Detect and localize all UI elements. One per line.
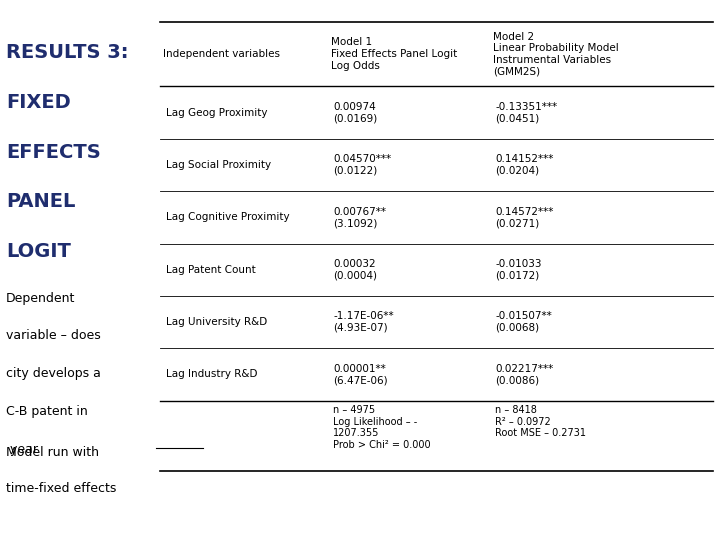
Text: Lag Patent Count: Lag Patent Count [166, 265, 256, 275]
Text: Lag Cognitive Proximity: Lag Cognitive Proximity [166, 212, 289, 222]
Text: -0.01507**
(0.0068): -0.01507** (0.0068) [495, 311, 552, 333]
Text: Lag Geog Proximity: Lag Geog Proximity [166, 107, 267, 118]
Text: city develops a: city develops a [6, 367, 101, 380]
Text: -1.17E-06**
(4.93E-07): -1.17E-06** (4.93E-07) [333, 311, 394, 333]
Text: n – 4975
Log Likelihood – -
1207.355
Prob > Chi² = 0.000: n – 4975 Log Likelihood – - 1207.355 Pro… [333, 405, 431, 450]
Text: year: year [6, 443, 37, 456]
Text: EFFECTS: EFFECTS [6, 143, 101, 161]
Text: 0.00767**
(3.1092): 0.00767** (3.1092) [333, 206, 387, 228]
Text: Lag Industry R&D: Lag Industry R&D [166, 369, 257, 380]
Text: RESULTS 3:: RESULTS 3: [6, 43, 128, 62]
Text: variable – does: variable – does [6, 329, 101, 342]
Text: C-B patent in: C-B patent in [6, 405, 88, 418]
Text: Model run with: Model run with [6, 446, 99, 458]
Text: -0.13351***
(0.0451): -0.13351*** (0.0451) [495, 102, 557, 124]
Text: Model 2
Linear Probability Model
Instrumental Variables
(GMM2S): Model 2 Linear Probability Model Instrum… [493, 32, 619, 76]
Text: -0.01033
(0.0172): -0.01033 (0.0172) [495, 259, 542, 281]
Text: Independent variables: Independent variables [163, 49, 281, 59]
Text: 0.14572***
(0.0271): 0.14572*** (0.0271) [495, 206, 554, 228]
Text: Model 1
Fixed Effects Panel Logit
Log Odds: Model 1 Fixed Effects Panel Logit Log Od… [331, 37, 457, 71]
Text: Lag Social Proximity: Lag Social Proximity [166, 160, 271, 170]
Text: 0.02217***
(0.0086): 0.02217*** (0.0086) [495, 364, 554, 386]
Text: FIXED: FIXED [6, 93, 71, 112]
Text: Lag University R&D: Lag University R&D [166, 317, 267, 327]
Text: 0.00974
(0.0169): 0.00974 (0.0169) [333, 102, 377, 124]
Text: 0.00001**
(6.47E-06): 0.00001** (6.47E-06) [333, 364, 388, 386]
Text: time-fixed effects: time-fixed effects [6, 482, 116, 495]
Text: Dependent: Dependent [6, 292, 75, 305]
Text: PANEL: PANEL [6, 192, 75, 211]
Text: LOGIT: LOGIT [6, 242, 71, 261]
Text: n – 8418
R² – 0.0972
Root MSE – 0.2731: n – 8418 R² – 0.0972 Root MSE – 0.2731 [495, 405, 586, 438]
Text: 0.00032
(0.0004): 0.00032 (0.0004) [333, 259, 377, 281]
Text: 0.04570***
(0.0122): 0.04570*** (0.0122) [333, 154, 392, 176]
Text: 0.14152***
(0.0204): 0.14152*** (0.0204) [495, 154, 554, 176]
